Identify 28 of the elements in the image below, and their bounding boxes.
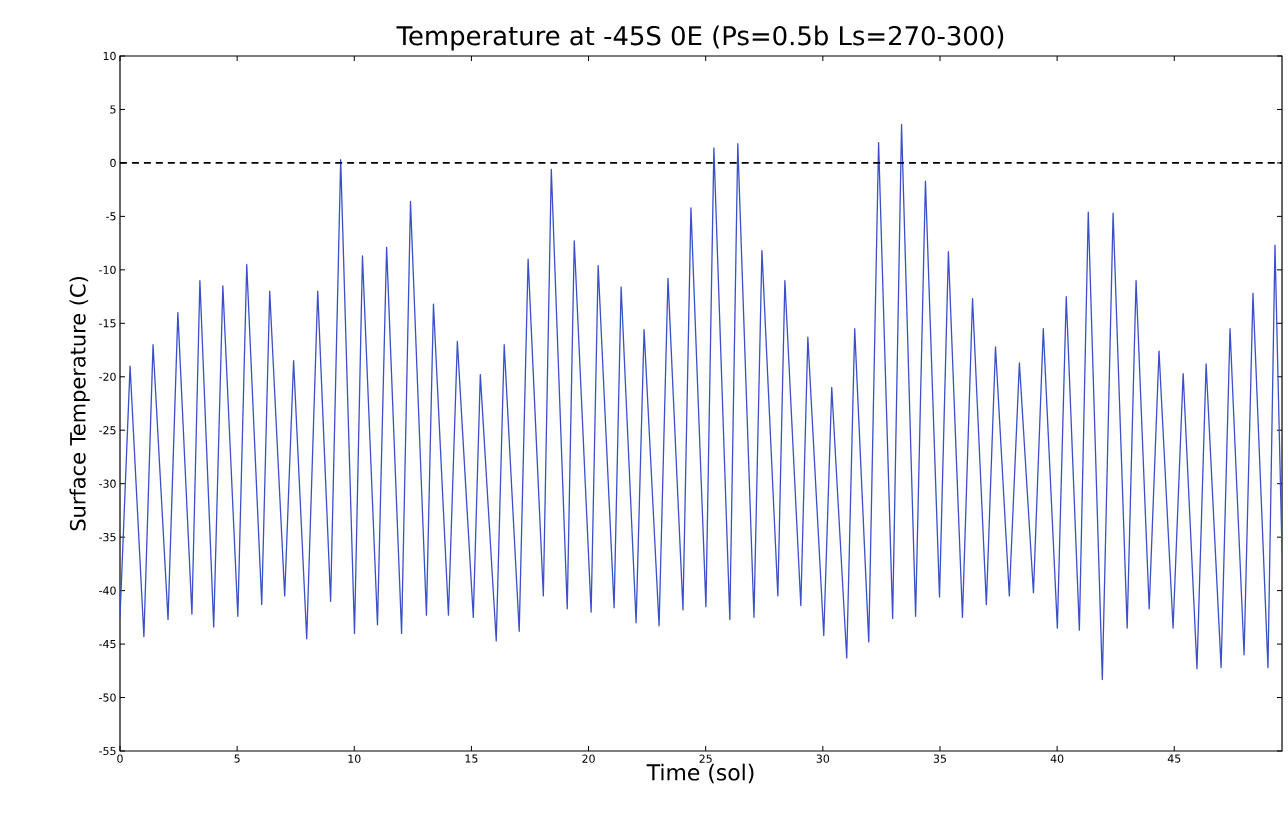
y-tick-label: -35 [99, 533, 116, 542]
x-axis-title: Time (sol) [646, 763, 754, 784]
y-tick-label: 0 [110, 158, 116, 168]
chart-title: Temperature at -45S 0E (Ps=0.5b Ls=270-300) [396, 25, 1004, 51]
y-tick-label: -20 [99, 372, 116, 381]
x-tick-label: 5 [234, 754, 240, 763]
y-tick-label: -25 [99, 426, 116, 435]
line-series [120, 123, 1283, 681]
x-tick-label: 25 [699, 754, 712, 763]
y-tick-label: -40 [99, 586, 116, 595]
x-tick-label: 20 [582, 754, 595, 763]
y-tick-label: -30 [99, 479, 116, 488]
x-tick-label: 10 [348, 754, 361, 763]
x-tick-label: 0 [117, 754, 123, 763]
y-tick-label: 10 [103, 51, 116, 61]
y-tick-label: -55 [99, 746, 116, 756]
y-tick-label: -15 [99, 319, 116, 328]
y-tick-label: 5 [110, 105, 116, 114]
y-axis-title: Surface Temperature (C) [69, 277, 90, 531]
x-tick-label: 35 [933, 754, 946, 763]
x-tick-label: 15 [465, 754, 478, 763]
y-tick-label: -50 [99, 693, 116, 702]
y-tick-label: -45 [99, 640, 116, 649]
x-tick-label: 30 [816, 754, 830, 763]
x-tick-label: 45 [1167, 754, 1181, 763]
x-tick-label: 40 [1050, 754, 1064, 763]
y-tick-label: -10 [99, 265, 116, 274]
y-tick-label: -5 [106, 212, 116, 221]
